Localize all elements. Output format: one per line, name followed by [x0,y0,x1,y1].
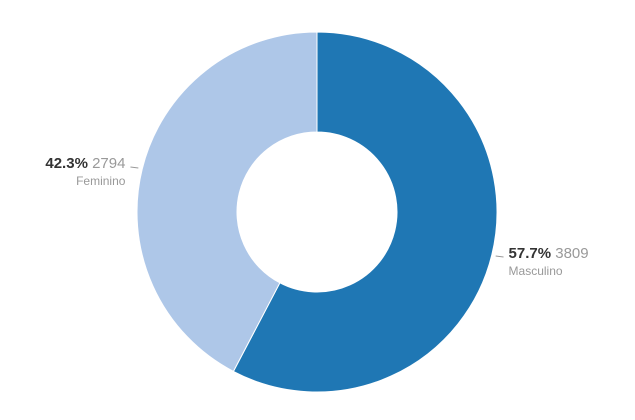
category-label: Masculino [509,264,563,278]
percent-label: 42.3% [45,155,92,172]
slice-masculino[interactable] [232,31,498,393]
category-label: Feminino [76,174,126,188]
leader-line [130,166,139,169]
count-label: 2794 [92,155,125,172]
slice-value-label: 57.7% 3809 [509,245,589,262]
percent-label: 57.7% [509,245,556,262]
count-label: 3809 [555,245,588,262]
slice-value-label: 42.3% 2794 [45,155,125,172]
slice-feminino[interactable] [136,31,318,373]
leader-line [495,255,504,258]
